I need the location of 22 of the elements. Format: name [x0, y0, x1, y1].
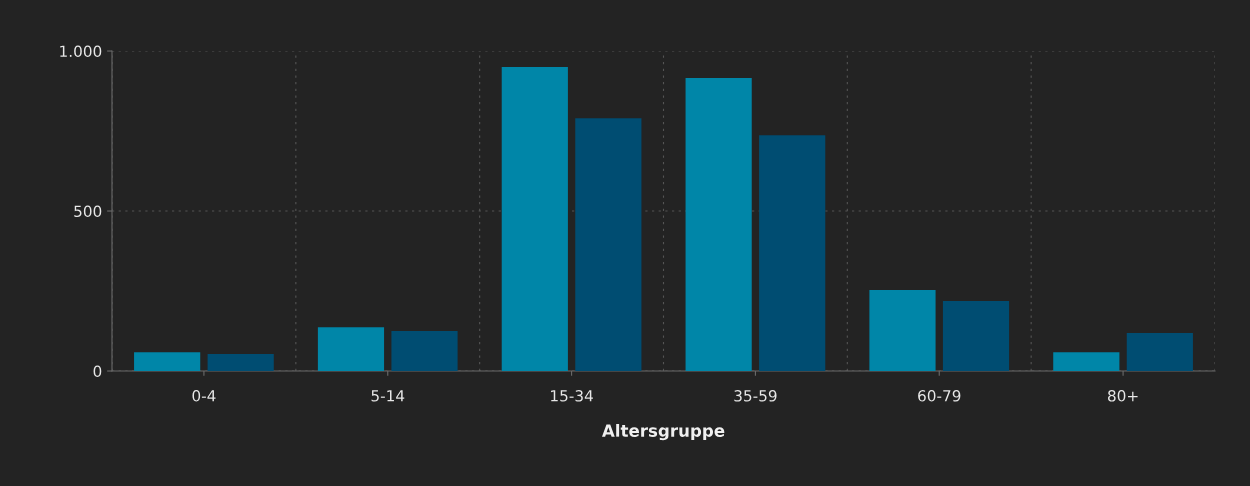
y-tick-label: 0: [93, 365, 102, 378]
bar: [134, 352, 201, 372]
x-axis-title: Altersgruppe: [601, 423, 725, 441]
bar: [317, 327, 385, 372]
x-tick-label: 60-79: [918, 390, 961, 402]
bar: [207, 354, 274, 372]
bar: [391, 331, 458, 372]
bar: [501, 67, 568, 372]
bar: [869, 290, 936, 372]
bar: [685, 77, 752, 372]
x-tick-label: 80+: [1108, 390, 1138, 402]
x-tick-label: 15-34: [551, 390, 593, 402]
y-tick-label: 1.000: [60, 45, 102, 58]
bar: [759, 135, 826, 372]
x-tick-label: 0-4: [192, 390, 216, 402]
bar: [1053, 352, 1120, 372]
bar: [575, 118, 642, 372]
x-tick-label: 5-14: [371, 390, 405, 402]
bar: [1126, 332, 1193, 372]
x-tick-label: 35-59: [734, 390, 777, 402]
bar: [942, 300, 1010, 372]
y-tick-label: 500: [74, 205, 102, 218]
